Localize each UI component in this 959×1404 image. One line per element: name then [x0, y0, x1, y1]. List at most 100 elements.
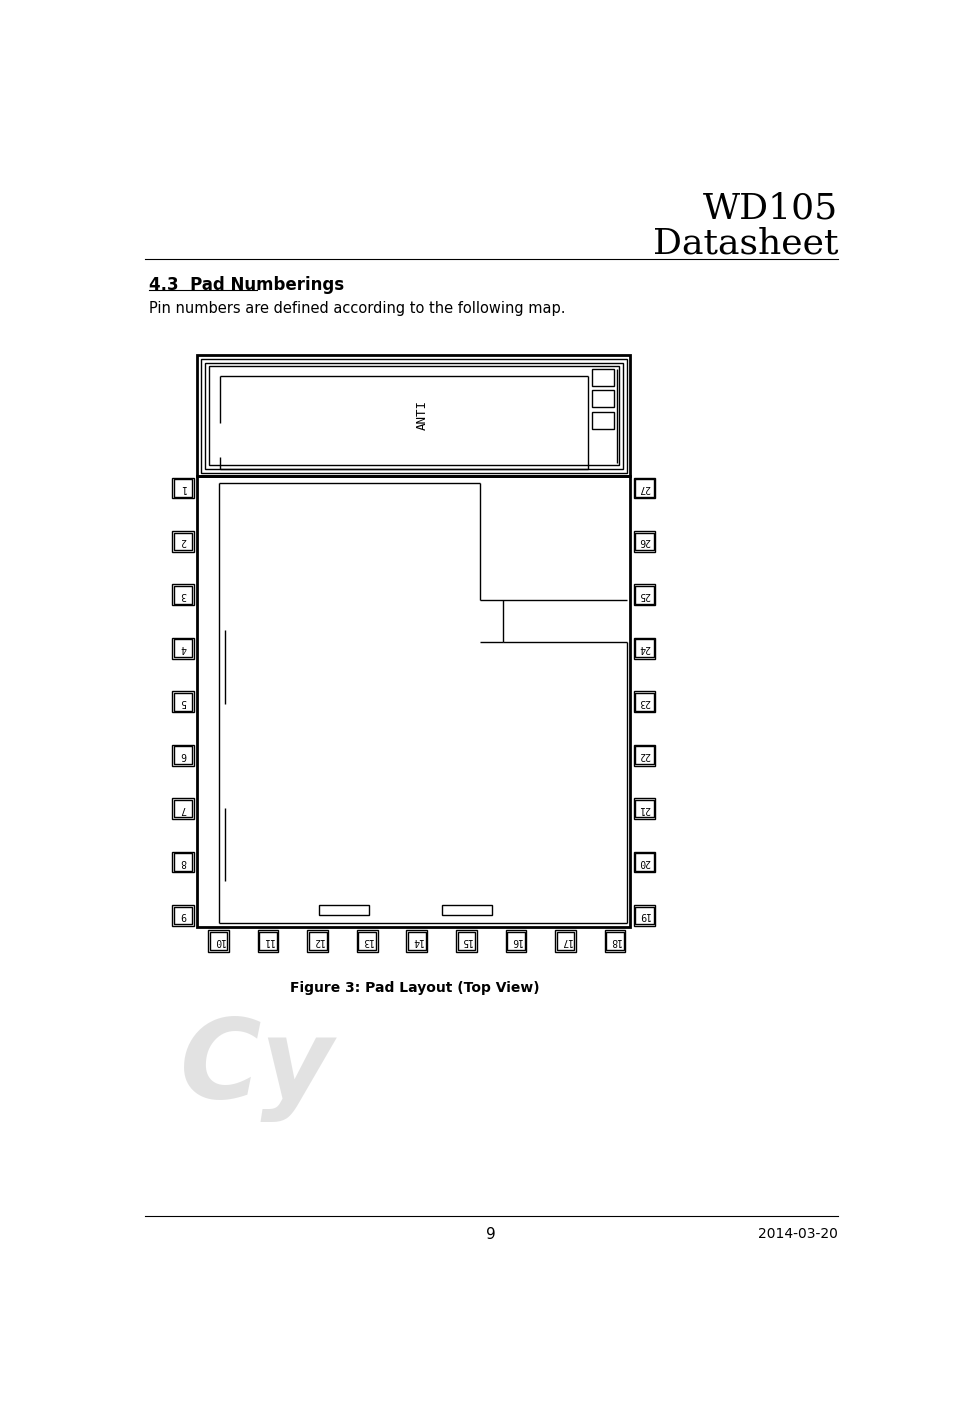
Bar	[173, 637, 194, 658]
Text: 3: 3	[180, 590, 186, 600]
Text: 5: 5	[180, 696, 186, 706]
Text: WD105: WD105	[703, 191, 838, 226]
Bar	[204, 362, 622, 469]
Bar	[173, 744, 194, 765]
Bar	[634, 797, 655, 819]
Bar	[173, 584, 194, 605]
Text: 17: 17	[560, 936, 572, 946]
Bar	[173, 797, 194, 819]
Bar	[634, 477, 655, 498]
Bar	[359, 931, 376, 951]
Bar	[592, 369, 614, 386]
Bar	[174, 639, 193, 657]
Text: 9: 9	[486, 1227, 496, 1243]
Text: 6: 6	[180, 750, 186, 760]
Bar	[173, 852, 194, 872]
Bar	[634, 584, 655, 605]
Bar	[634, 691, 655, 712]
Text: Pin numbers are defined according to the following map.: Pin numbers are defined according to the…	[150, 300, 566, 316]
Bar	[174, 800, 193, 817]
Text: 8: 8	[180, 856, 186, 866]
Text: Figure 3: Pad Layout (Top View): Figure 3: Pad Layout (Top View)	[290, 981, 540, 995]
Bar	[174, 479, 193, 497]
Bar	[197, 355, 630, 476]
Text: 10: 10	[213, 936, 224, 946]
Bar	[174, 854, 193, 870]
Text: Datasheet: Datasheet	[653, 226, 838, 260]
Text: 4: 4	[180, 643, 186, 653]
Bar	[357, 929, 378, 952]
Bar	[309, 931, 326, 951]
Bar	[592, 411, 614, 428]
Bar	[555, 929, 576, 952]
Text: 11: 11	[262, 936, 274, 946]
Bar	[634, 906, 655, 925]
Bar	[456, 929, 477, 952]
Bar	[174, 747, 193, 764]
Text: 13: 13	[362, 936, 373, 946]
Bar	[318, 906, 368, 915]
Text: 27: 27	[639, 483, 650, 493]
Bar	[173, 477, 194, 498]
Text: 1: 1	[180, 483, 186, 493]
Bar	[635, 692, 654, 710]
Bar	[407, 929, 427, 952]
Bar	[635, 854, 654, 870]
Bar	[457, 931, 476, 951]
Text: 7: 7	[180, 803, 186, 813]
Bar	[556, 931, 574, 951]
Bar	[634, 531, 655, 552]
Text: Cy: Cy	[180, 1015, 334, 1122]
Text: 15: 15	[460, 936, 472, 946]
Bar	[259, 931, 277, 951]
Bar	[592, 390, 614, 407]
Bar	[635, 639, 654, 657]
Text: 16: 16	[510, 936, 522, 946]
Bar	[606, 931, 624, 951]
Bar	[258, 929, 278, 952]
Bar	[634, 852, 655, 872]
Bar	[634, 637, 655, 658]
Text: 22: 22	[639, 750, 650, 760]
Bar	[635, 532, 654, 550]
Text: ANTI: ANTI	[416, 400, 429, 430]
Text: 18: 18	[609, 936, 620, 946]
Bar	[635, 800, 654, 817]
Text: 25: 25	[639, 590, 650, 600]
Bar	[174, 585, 193, 604]
Bar	[208, 366, 619, 465]
Text: 9: 9	[180, 910, 186, 921]
Bar	[210, 931, 227, 951]
Text: 20: 20	[639, 856, 650, 866]
Text: 12: 12	[312, 936, 323, 946]
Text: 26: 26	[639, 536, 650, 546]
Bar	[200, 358, 626, 473]
Bar	[635, 585, 654, 604]
Bar	[208, 929, 229, 952]
Bar	[635, 907, 654, 924]
Bar	[507, 931, 525, 951]
Bar	[174, 692, 193, 710]
Bar	[174, 907, 193, 924]
Bar	[442, 906, 492, 915]
Text: 23: 23	[639, 696, 650, 706]
Bar	[505, 929, 526, 952]
Bar	[173, 691, 194, 712]
Bar	[307, 929, 328, 952]
Text: 21: 21	[639, 803, 650, 813]
Text: 24: 24	[639, 643, 650, 653]
Bar	[634, 744, 655, 765]
Bar	[408, 931, 426, 951]
Text: 4.3  Pad Numberings: 4.3 Pad Numberings	[150, 277, 344, 295]
Bar	[635, 479, 654, 497]
Text: 14: 14	[410, 936, 423, 946]
Text: 2014-03-20: 2014-03-20	[758, 1227, 837, 1241]
Text: 2: 2	[180, 536, 186, 546]
Text: 19: 19	[639, 910, 650, 921]
Bar	[605, 929, 625, 952]
Bar	[174, 532, 193, 550]
Bar	[173, 906, 194, 925]
Bar	[173, 531, 194, 552]
Bar	[197, 476, 630, 927]
Bar	[635, 747, 654, 764]
